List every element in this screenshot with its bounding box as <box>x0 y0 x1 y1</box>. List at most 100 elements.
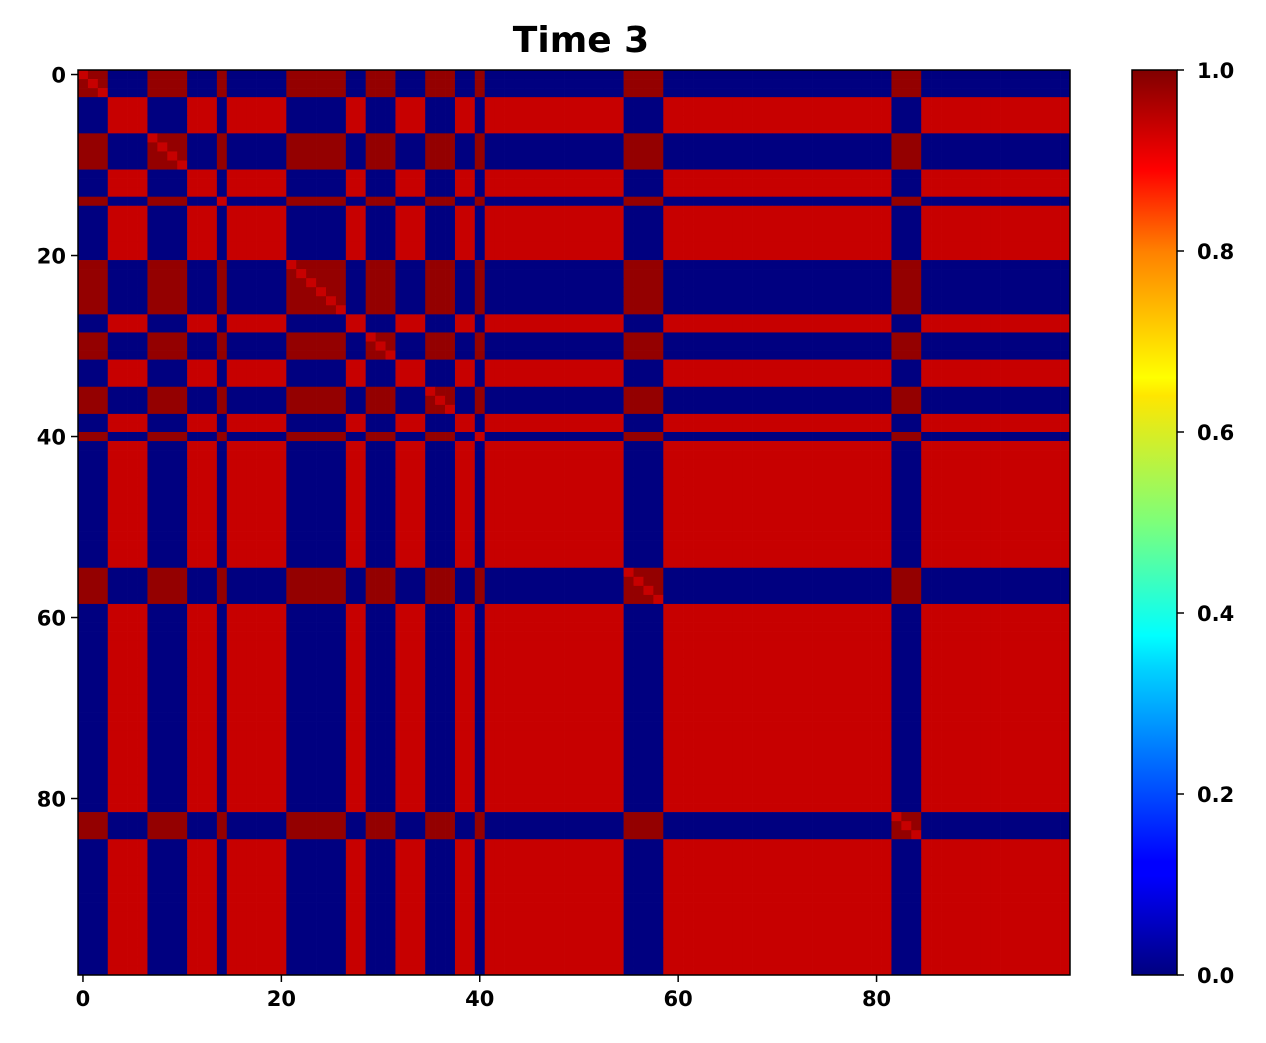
heatmap-cell <box>1000 314 1011 324</box>
heatmap-cell <box>97 187 109 198</box>
heatmap-cell <box>583 332 595 342</box>
heatmap-cell <box>306 450 317 460</box>
heatmap-cell <box>167 495 178 505</box>
heatmap-cell <box>355 386 367 397</box>
heatmap-cell <box>296 133 307 143</box>
heatmap-cell <box>167 377 178 388</box>
heatmap-cell <box>534 422 545 433</box>
heatmap-cell <box>1060 495 1071 505</box>
heatmap-cell <box>633 368 644 379</box>
heatmap-cell <box>97 124 109 134</box>
heatmap-cell <box>425 115 436 125</box>
heatmap-cell <box>1050 169 1061 179</box>
heatmap-cell <box>464 432 476 442</box>
heatmap-cell <box>782 278 793 288</box>
heatmap-cell <box>137 296 148 306</box>
heatmap-cell <box>683 142 694 152</box>
heatmap-cell <box>980 269 991 279</box>
heatmap-cell <box>306 459 317 469</box>
heatmap-cell <box>564 422 575 433</box>
heatmap-cell <box>375 450 386 460</box>
heatmap-cell <box>326 359 337 369</box>
heatmap-cell <box>623 115 634 125</box>
heatmap-cell <box>574 504 585 514</box>
heatmap-cell <box>693 386 704 397</box>
heatmap-cell <box>464 468 476 478</box>
heatmap-cell <box>911 214 922 225</box>
heatmap-cell <box>425 223 436 234</box>
heatmap-cell <box>435 350 446 360</box>
heatmap-cell <box>1020 386 1031 397</box>
heatmap-cell <box>1010 223 1021 234</box>
heatmap-cell <box>901 169 912 179</box>
heatmap-cell <box>970 260 982 270</box>
heatmap-cell <box>167 332 178 342</box>
heatmap-cell <box>851 70 863 80</box>
heatmap-cell <box>950 106 962 116</box>
heatmap-cell <box>712 504 724 514</box>
heatmap-cell <box>256 70 267 80</box>
heatmap-cell <box>97 196 109 207</box>
heatmap-cell <box>574 359 585 369</box>
heatmap-cell <box>1050 468 1061 478</box>
heatmap-cell <box>1040 232 1051 243</box>
heatmap-cell <box>1020 332 1031 342</box>
heatmap-cell <box>1010 88 1021 98</box>
heatmap-cell <box>1040 79 1051 89</box>
heatmap-cell <box>167 441 178 451</box>
heatmap-cell <box>445 441 456 451</box>
heatmap-cell <box>782 133 793 143</box>
heatmap-cell <box>772 323 783 333</box>
heatmap-cell <box>524 477 535 487</box>
heatmap-cell <box>663 386 674 397</box>
heatmap-cell <box>415 350 426 360</box>
heatmap-cell <box>732 278 743 288</box>
heatmap-cell <box>197 314 208 324</box>
heatmap-cell <box>355 413 367 424</box>
heatmap-cell <box>663 241 674 252</box>
heatmap-cell <box>355 241 367 252</box>
heatmap-cell <box>623 70 634 80</box>
heatmap-cell <box>524 350 535 360</box>
heatmap-cell <box>861 504 872 514</box>
heatmap-cell <box>891 178 902 188</box>
heatmap-cell <box>405 486 416 496</box>
heatmap-cell <box>107 251 119 261</box>
heatmap-cell <box>574 269 585 279</box>
heatmap-cell <box>276 441 287 451</box>
heatmap-cell <box>484 278 495 288</box>
heatmap-cell <box>722 278 734 288</box>
heatmap-cell <box>1060 422 1071 433</box>
heatmap-cell <box>216 260 228 270</box>
heatmap-cell <box>316 296 327 306</box>
heatmap-cell <box>822 350 833 360</box>
heatmap-cell <box>752 504 763 514</box>
heatmap-cell <box>653 305 664 315</box>
heatmap-cell <box>276 468 287 478</box>
heatmap-cell <box>187 450 198 460</box>
heatmap-cell <box>722 196 734 207</box>
heatmap-cell <box>435 422 446 433</box>
heatmap-cell <box>365 232 376 243</box>
heatmap-cell <box>1010 296 1021 306</box>
heatmap-cell <box>633 386 644 397</box>
heatmap-cell <box>762 441 773 451</box>
heatmap-cell <box>752 278 763 288</box>
heatmap-cell <box>216 241 228 252</box>
heatmap-cell <box>683 486 694 496</box>
heatmap-cell <box>385 341 396 351</box>
heatmap-cell <box>762 477 773 487</box>
heatmap-cell <box>197 368 208 379</box>
heatmap-cell <box>236 278 247 288</box>
heatmap-cell <box>564 196 575 207</box>
heatmap-cell <box>484 468 495 478</box>
heatmap-cell <box>881 187 892 198</box>
heatmap-cell <box>435 504 446 514</box>
heatmap-cell <box>544 287 555 297</box>
heatmap-cell <box>762 260 773 270</box>
heatmap-cell <box>157 196 168 207</box>
heatmap-cell <box>514 241 525 252</box>
heatmap-cell <box>415 178 426 188</box>
heatmap-cell <box>603 395 615 406</box>
heatmap-cell <box>226 133 238 143</box>
